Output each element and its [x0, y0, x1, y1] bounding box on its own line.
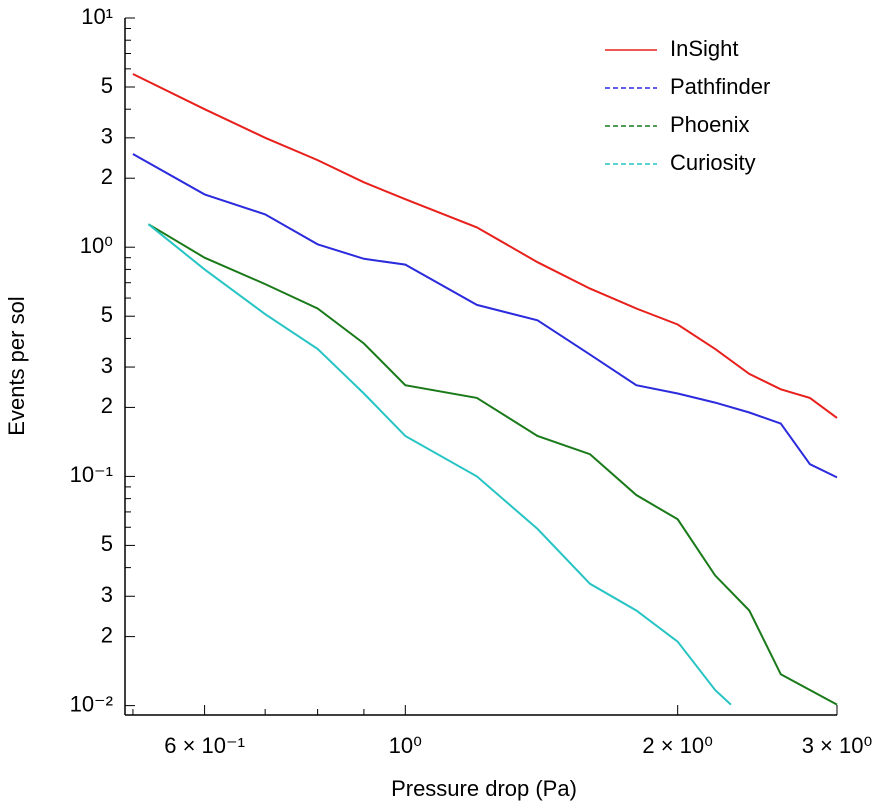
y-tick-label: 10⁻¹ — [70, 462, 113, 487]
y-tick-label: 3 — [101, 582, 113, 607]
series-line — [147, 223, 838, 706]
legend-label: Phoenix — [670, 112, 750, 137]
y-tick-label: 10¹ — [81, 4, 113, 29]
legend-label: Curiosity — [670, 150, 756, 175]
y-tick-label: 5 — [101, 302, 113, 327]
y-axis-label: Events per sol — [4, 296, 29, 435]
y-tick-label: 2 — [101, 393, 113, 418]
x-tick-label: 2 × 10⁰ — [642, 733, 713, 758]
x-tick-label: 6 × 10⁻¹ — [164, 733, 245, 758]
legend-label: Pathfinder — [670, 74, 770, 99]
series-line — [147, 223, 732, 706]
y-tick-label: 10⁰ — [80, 233, 113, 258]
y-tick-label: 3 — [101, 353, 113, 378]
y-tick-label: 10⁻² — [70, 691, 113, 716]
x-tick-label: 3 × 10⁰ — [802, 733, 873, 758]
y-tick-label: 3 — [101, 124, 113, 149]
series-line — [132, 73, 838, 419]
y-tick-label: 2 — [101, 164, 113, 189]
legend-label: InSight — [670, 36, 739, 61]
y-tick-label: 5 — [101, 73, 113, 98]
x-axis-label: Pressure drop (Pa) — [391, 776, 577, 801]
series-line — [132, 153, 838, 479]
x-tick-label: 10⁰ — [389, 733, 422, 758]
y-tick-label: 5 — [101, 531, 113, 556]
y-tick-label: 2 — [101, 622, 113, 647]
